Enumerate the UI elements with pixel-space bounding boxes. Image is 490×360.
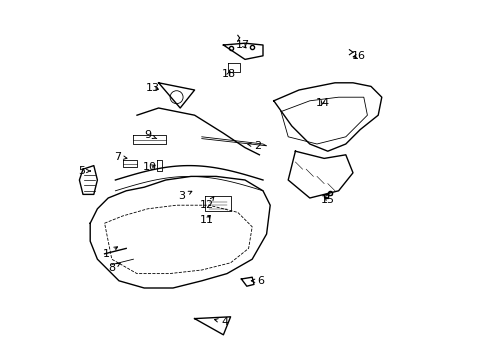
Text: 15: 15 bbox=[321, 195, 335, 205]
Text: 14: 14 bbox=[316, 98, 329, 108]
Text: 5: 5 bbox=[78, 166, 90, 176]
Text: 7: 7 bbox=[114, 152, 127, 162]
Text: 11: 11 bbox=[200, 215, 214, 225]
Text: 1: 1 bbox=[103, 247, 118, 259]
Text: 8: 8 bbox=[108, 263, 121, 273]
Text: 17: 17 bbox=[236, 40, 250, 50]
Text: 16: 16 bbox=[351, 51, 366, 61]
Text: 12: 12 bbox=[200, 197, 214, 210]
Text: 13: 13 bbox=[146, 83, 160, 93]
Text: 3: 3 bbox=[178, 191, 192, 201]
Text: 18: 18 bbox=[222, 69, 236, 79]
Text: 2: 2 bbox=[248, 141, 261, 151]
Text: 9: 9 bbox=[144, 130, 157, 140]
Text: 4: 4 bbox=[215, 317, 229, 327]
Text: 10: 10 bbox=[143, 162, 157, 172]
Text: 6: 6 bbox=[251, 276, 265, 286]
